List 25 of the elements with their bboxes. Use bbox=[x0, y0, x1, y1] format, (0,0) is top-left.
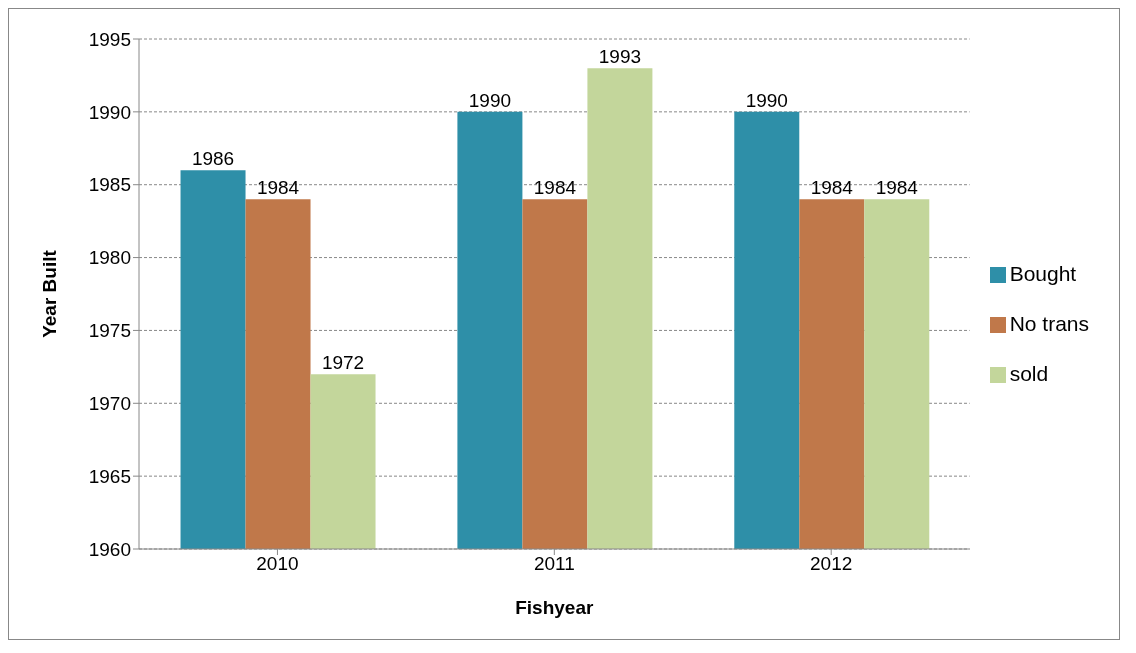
data-label: 1972 bbox=[321, 352, 365, 374]
x-tick-label: 2010 bbox=[256, 553, 299, 575]
legend-label: Bought bbox=[1009, 262, 1077, 285]
data-label: 1984 bbox=[810, 177, 854, 199]
legend-label: No trans bbox=[1009, 312, 1089, 335]
y-tick-label: 1975 bbox=[88, 320, 131, 342]
y-tick-label: 1970 bbox=[88, 393, 131, 415]
y-tick-label: 1995 bbox=[88, 28, 131, 50]
y-tick-label: 1965 bbox=[88, 465, 131, 487]
y-tick-label: 1985 bbox=[88, 174, 131, 196]
y-tick-label: 1980 bbox=[88, 247, 131, 269]
x-tick-label: 2011 bbox=[533, 553, 575, 575]
data-label: 1984 bbox=[875, 177, 919, 199]
x-tick-label: 2012 bbox=[810, 553, 853, 575]
data-label: 1990 bbox=[468, 89, 512, 111]
data-label: 1990 bbox=[745, 89, 788, 111]
legend-label: sold bbox=[1009, 362, 1049, 385]
x-axis-title: Fishyear bbox=[515, 597, 594, 618]
y-tick-label: 1960 bbox=[88, 538, 131, 560]
y-axis-title: Year Built bbox=[38, 249, 60, 338]
data-label: 1986 bbox=[191, 148, 235, 170]
data-label: 1993 bbox=[598, 46, 642, 68]
data-label: 1984 bbox=[256, 177, 300, 199]
y-tick-label: 1990 bbox=[88, 101, 131, 123]
data-label: 1984 bbox=[533, 177, 577, 199]
